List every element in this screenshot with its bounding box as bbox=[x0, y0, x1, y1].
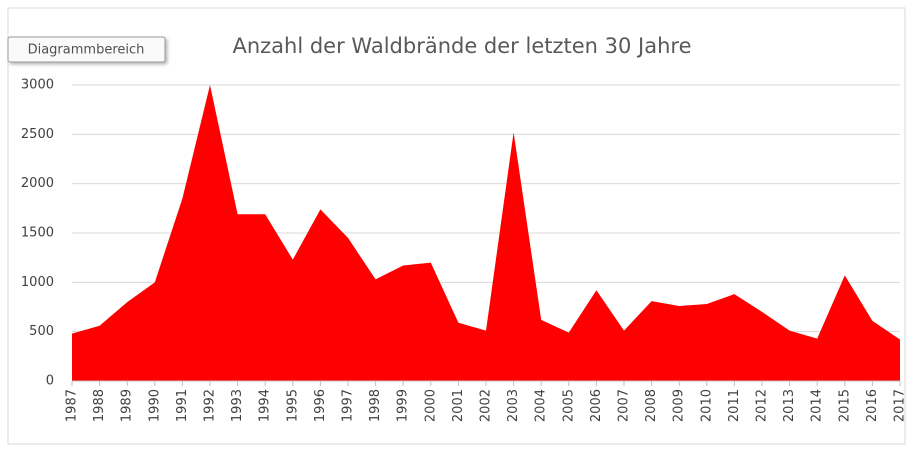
x-tick-label: 2007 bbox=[617, 389, 632, 422]
x-tick-label: 1997 bbox=[341, 389, 356, 422]
x-tick-label: 1987 bbox=[65, 389, 80, 422]
x-tick-label: 2012 bbox=[755, 389, 770, 422]
y-tick-label: 1500 bbox=[21, 226, 54, 241]
tooltip: Diagrammbereich bbox=[7, 36, 166, 63]
x-tick-label: 2017 bbox=[893, 389, 908, 422]
x-tick-label: 2015 bbox=[837, 389, 852, 422]
x-tick-label: 2000 bbox=[423, 389, 438, 422]
chart-title: Anzahl der Waldbrände der letzten 30 Jah… bbox=[232, 34, 691, 58]
x-tick-label: 2005 bbox=[561, 389, 576, 422]
x-tick-label: 1989 bbox=[120, 389, 135, 422]
x-tick-label: 2011 bbox=[727, 389, 742, 422]
x-tick-label: 1990 bbox=[147, 389, 162, 422]
x-tick-label: 1999 bbox=[396, 389, 411, 422]
x-tick-label: 2006 bbox=[589, 389, 604, 422]
x-tick-label: 1996 bbox=[313, 389, 328, 422]
x-tick-label: 1993 bbox=[230, 389, 245, 422]
area bbox=[72, 85, 900, 381]
y-tick-label: 500 bbox=[29, 324, 54, 339]
x-tick-label: 1995 bbox=[285, 389, 300, 422]
x-tick-label: 1992 bbox=[203, 389, 218, 422]
y-tick-label: 2000 bbox=[21, 176, 54, 191]
x-tick-label: 2010 bbox=[699, 389, 714, 422]
x-tick-label: 1994 bbox=[258, 389, 273, 422]
x-tick-label: 2004 bbox=[534, 389, 549, 422]
x-tick-label: 2014 bbox=[810, 389, 825, 422]
x-tick-label: 2009 bbox=[672, 389, 687, 422]
x-tick-label: 1998 bbox=[368, 389, 383, 422]
x-tick-label: 2001 bbox=[451, 389, 466, 422]
y-tick-label: 1000 bbox=[21, 275, 54, 290]
x-tick-label: 2003 bbox=[506, 389, 521, 422]
x-tick-label: 2016 bbox=[865, 389, 880, 422]
y-tick-label: 3000 bbox=[21, 78, 54, 93]
x-tick-label: 2002 bbox=[479, 389, 494, 422]
tooltip-text: Diagrammbereich bbox=[28, 43, 145, 58]
y-tick-label: 2500 bbox=[21, 127, 54, 142]
x-tick-label: 2008 bbox=[644, 389, 659, 422]
x-tick-label: 1988 bbox=[92, 389, 107, 422]
x-tick-label: 2013 bbox=[782, 389, 797, 422]
tooltip-box bbox=[7, 36, 166, 63]
y-tick-label: 0 bbox=[46, 374, 54, 389]
x-tick-label: 1991 bbox=[175, 389, 190, 422]
